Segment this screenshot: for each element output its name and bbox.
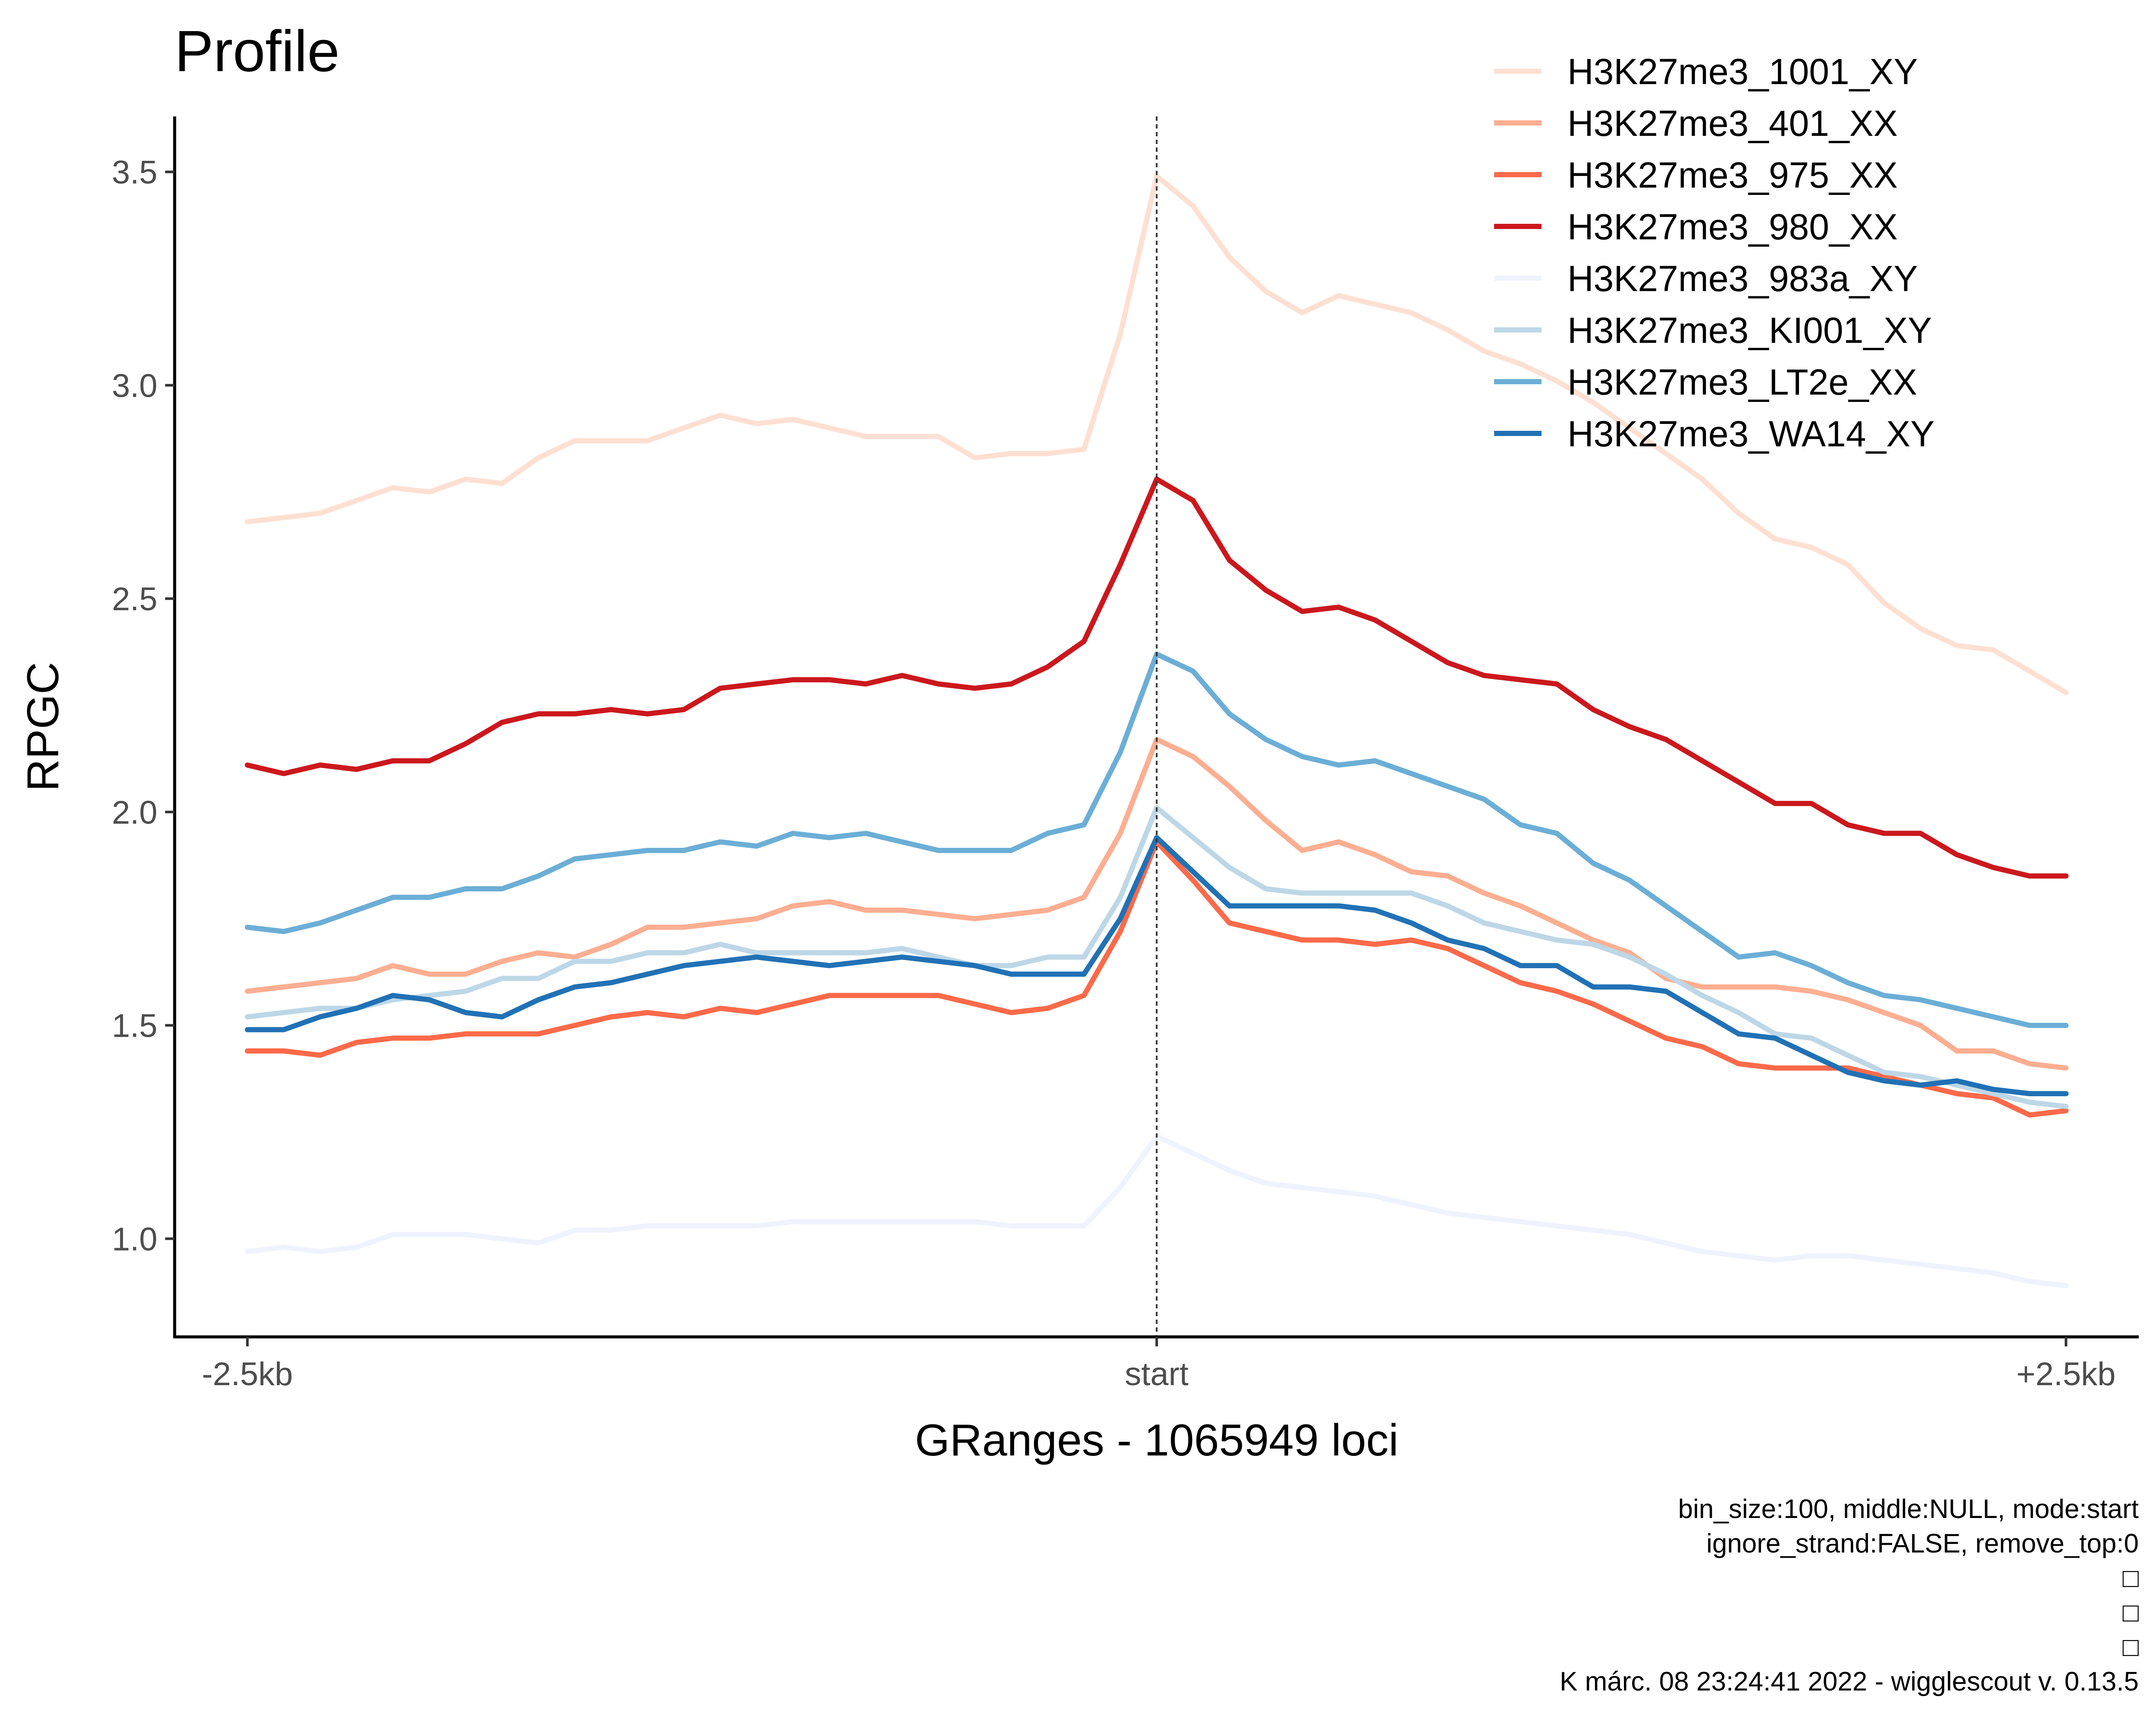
- y-tick-label: 2.0: [112, 794, 157, 831]
- caption: bin_size:100, middle:NULL, mode:start ign…: [1560, 1494, 2139, 1697]
- series-line-0: [244, 173, 2069, 695]
- chart-title: Profile: [175, 19, 340, 84]
- legend-label: H3K27me3_LT2e_XX: [1567, 362, 1917, 402]
- legend-label: H3K27me3_WA14_XY: [1567, 414, 1934, 454]
- x-tick-label: start: [1125, 1356, 1189, 1393]
- legend-label: H3K27me3_980_XX: [1567, 207, 1898, 247]
- legend-label: H3K27me3_KI001_XY: [1567, 310, 1932, 351]
- x-tick-label: -2.5kb: [202, 1356, 293, 1393]
- caption-line: □: [2123, 1598, 2139, 1628]
- series-line-3: [244, 477, 2069, 879]
- caption-line: □: [2123, 1632, 2139, 1662]
- caption-line: K márc. 08 23:24:41 2022 - wigglescout v…: [1560, 1667, 2139, 1697]
- x-axis-title: GRanges - 1065949 loci: [915, 1415, 1399, 1465]
- y-tick-label: 1.5: [112, 1008, 157, 1044]
- series-line-7: [244, 835, 2069, 1096]
- x-axis-ticks: -2.5kb start +2.5kb: [202, 1337, 2115, 1393]
- y-tick-label: 1.0: [112, 1221, 157, 1258]
- y-axis-title: RPGC: [18, 662, 68, 791]
- caption-line: □: [2123, 1563, 2139, 1593]
- legend: H3K27me3_1001_XY H3K27me3_401_XX H3K27me3_…: [1494, 51, 1934, 454]
- y-axis-ticks: 1.0 1.5 2.0 2.5 3.0 3.5: [112, 154, 175, 1258]
- y-tick-label: 2.5: [112, 581, 157, 618]
- legend-label: H3K27me3_983a_XY: [1567, 258, 1918, 299]
- y-tick-label: 3.0: [112, 367, 157, 404]
- legend-label: H3K27me3_975_XX: [1567, 155, 1898, 195]
- caption-line: ignore_strand:FALSE, remove_top:0: [1706, 1529, 2139, 1559]
- y-tick-label: 3.5: [112, 154, 157, 191]
- legend-label: H3K27me3_1001_XY: [1567, 51, 1918, 92]
- caption-line: bin_size:100, middle:NULL, mode:start: [1678, 1494, 2139, 1524]
- legend-label: H3K27me3_401_XX: [1567, 103, 1898, 144]
- x-tick-label: +2.5kb: [2016, 1356, 2115, 1393]
